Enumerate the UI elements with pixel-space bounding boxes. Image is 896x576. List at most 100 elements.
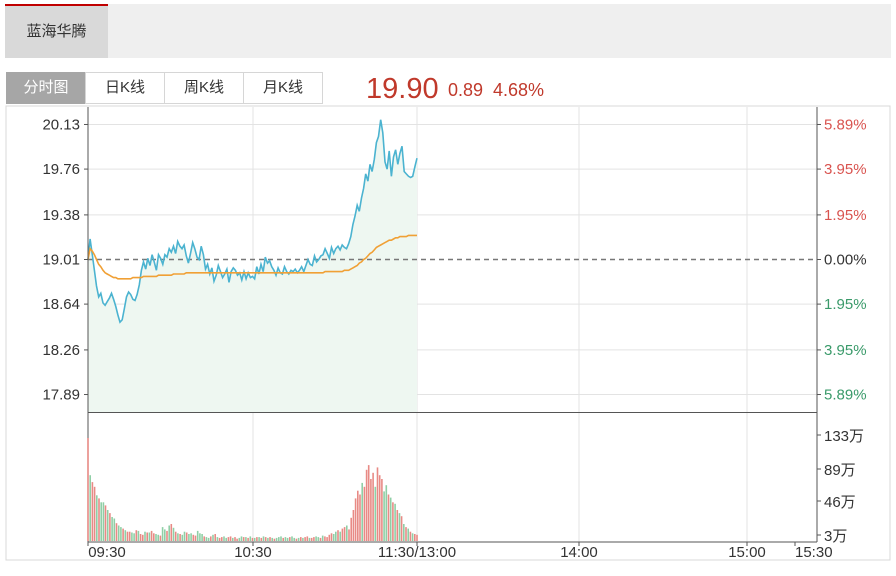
volume-bar [201,534,203,541]
volume-bar [225,537,227,541]
volume-bar [106,510,109,541]
pct-tick-label: 5.89% [824,116,867,133]
volume-bar [297,537,300,541]
x-tick-label: 15:00 [728,544,766,561]
volume-bar [214,534,216,541]
volume-bar [400,516,403,541]
volume-bar [229,536,232,541]
volume-bar [328,534,331,541]
volume-bar [137,530,140,541]
volume-bar [383,491,385,541]
volume-bar [196,530,199,541]
volume-bar [310,537,313,541]
volume-bar [139,534,142,541]
stock-tab[interactable]: 蓝海华腾 [5,4,108,58]
volume-bar [111,517,113,541]
volume-bar [98,498,100,541]
volume-bar [317,537,320,541]
volume-bar [363,486,366,541]
volume-bar [387,494,390,541]
volume-bar [247,537,249,541]
price-tick-label: 19.38 [42,207,80,224]
volume-bar [308,537,311,541]
volume-bar [210,536,212,541]
price-area [88,119,417,412]
volume-bar [295,538,298,541]
volume-bar [232,537,234,541]
volume-bar [330,533,333,541]
price-tick-label: 20.13 [42,116,80,133]
volume-bar [381,479,383,541]
price-line [87,119,418,324]
volume-bar [370,479,372,541]
volume-bar [273,538,276,541]
volume-bar [280,536,282,541]
x-tick-label: 10:30 [234,544,272,561]
price-tick-label: 18.26 [42,342,80,359]
volume-bar [194,535,197,541]
volume-bar [389,497,392,541]
volume-bar [223,536,225,541]
volume-bar [146,532,148,541]
volume-bar [91,482,94,541]
volume-bar [253,537,256,541]
volume-bar [284,537,287,541]
x-tick-label: 09:30 [88,544,126,561]
chart-frame [5,105,891,561]
volume-bar [157,534,159,541]
tab-weekly-k[interactable]: 周K线 [164,72,244,104]
volume-bar [113,518,116,541]
volume-bar [326,537,328,541]
volume-bar [262,536,265,541]
volume-bar [365,469,368,541]
volume-bar [376,467,379,541]
volume-bar [207,537,210,541]
volume-bar [179,534,181,541]
volume-bar [142,534,144,541]
volume-bar [168,525,170,541]
volume-bar [135,530,138,541]
volume-bar [199,533,201,541]
volume-bar [104,505,107,541]
volume-bar [185,532,188,541]
volume-bar [300,537,302,541]
volume-bar [313,537,315,541]
volume-bar [148,532,151,541]
volume-bar [203,536,205,541]
volume-bar [264,537,267,541]
volume-bar [87,438,89,541]
volume-bar [234,537,236,541]
volume-bar [172,527,175,541]
volume-bar [385,485,388,541]
volume-bar [144,531,146,541]
volume-tick-label: 133万 [824,428,864,445]
volume-bar [242,537,245,541]
volume-bar [150,530,153,541]
pct-tick-label: 3.95% [824,342,867,359]
volume-tick-label: 3万 [824,528,847,545]
top-bar: 蓝海华腾 [5,4,891,58]
tab-intraday[interactable]: 分时图 [6,72,86,104]
price-change: 0.89 [448,80,484,100]
volume-bar [337,530,339,541]
volume-bar [170,524,173,541]
volume-bar [100,502,102,541]
volume-bar [216,537,219,541]
volume-bar [378,475,381,541]
volume-bar [249,536,252,541]
tab-monthly-k[interactable]: 月K线 [243,72,323,104]
pct-tick-label: 1.95% [824,296,867,313]
volume-bar [164,529,166,541]
x-tick-label: 15:30 [795,544,833,561]
volume-bar [392,502,394,541]
volume-bar [89,475,91,541]
volume-bar [183,531,186,541]
volume-bar [258,537,260,541]
volume-bar [115,523,118,541]
volume-bar [332,534,335,541]
volume-bar [416,534,418,541]
volume-bar [350,517,352,541]
volume-bar [192,534,195,541]
price-change-percent: 4.68% [493,80,545,100]
